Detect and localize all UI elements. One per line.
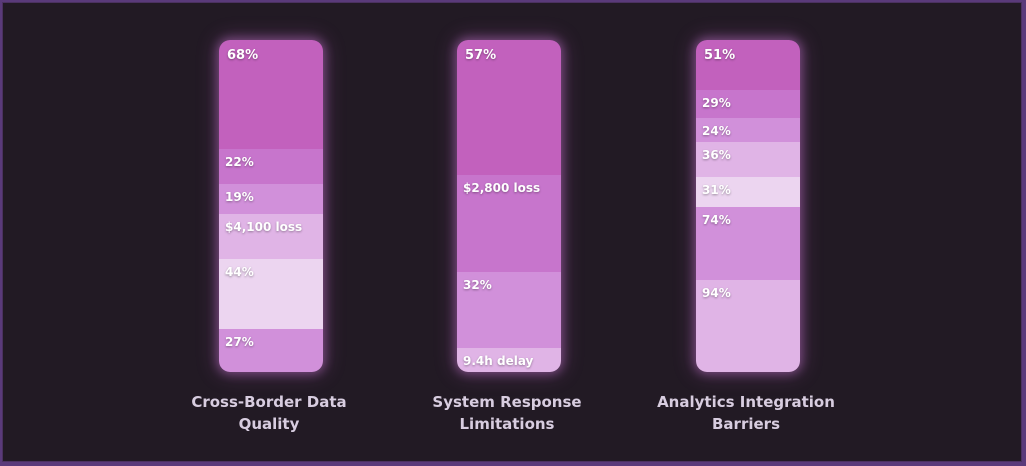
segment-label: 51% [704,48,736,63]
stacked-column-3: 51% 29% 24% 36% 31% 74% 94% [696,40,800,372]
segment-3-6: 74% [696,207,800,281]
segment-2-3: 32% [457,272,561,349]
column-title-line: Quality [238,415,300,433]
segment-3-1: 51% [696,40,800,91]
segment-label: 57% [465,48,497,63]
segment-label: 74% [702,213,731,228]
segment-label: 31% [702,183,731,198]
segment-label: 9.4h delay [463,354,534,369]
segment-label: 32% [463,278,492,293]
column-title-line: Barriers [712,415,780,433]
column-title: Analytics Integration Barriers [646,391,846,435]
segment-3-3: 24% [696,118,800,143]
segment-3-7: 94% [696,279,800,372]
segment-label: 24% [702,124,731,139]
segment-label: 44% [225,264,254,279]
segment-label: 36% [702,147,731,162]
segment-3-2: 29% [696,89,800,119]
segment-label: 19% [225,189,254,204]
segment-1-1: 68% [219,40,323,150]
column-title-line: Limitations [459,415,555,433]
column-title: System Response Limitations [407,391,607,435]
segment-2-1: 57% [457,40,561,176]
segment-2-4: 9.4h delay [457,348,561,372]
segment-1-4: $4,100 loss [219,213,323,260]
stacked-column-2: 57% $2,800 loss 32% 9.4h delay [457,40,561,372]
segment-3-5: 31% [696,177,800,208]
stacked-column-1: 68% 22% 19% $4,100 loss 44% 27% [219,40,323,372]
column-title-line: Analytics Integration [657,393,835,411]
column-title: Cross-Border Data Quality [169,391,369,435]
segment-label: 29% [702,95,731,110]
segment-label: 68% [227,48,259,63]
segment-1-6: 27% [219,328,323,372]
segment-label: $4,100 loss [225,219,303,234]
segment-label: 22% [225,154,254,169]
segment-1-3: 19% [219,183,323,215]
segment-label: 94% [702,285,731,300]
segment-label: 27% [225,334,254,349]
segment-3-4: 36% [696,141,800,178]
segment-2-2: $2,800 loss [457,175,561,273]
column-title-line: Cross-Border Data [191,393,347,411]
segment-1-5: 44% [219,258,323,330]
segment-label: $2,800 loss [463,181,541,196]
column-title-line: System Response [432,393,582,411]
segment-1-2: 22% [219,148,323,185]
